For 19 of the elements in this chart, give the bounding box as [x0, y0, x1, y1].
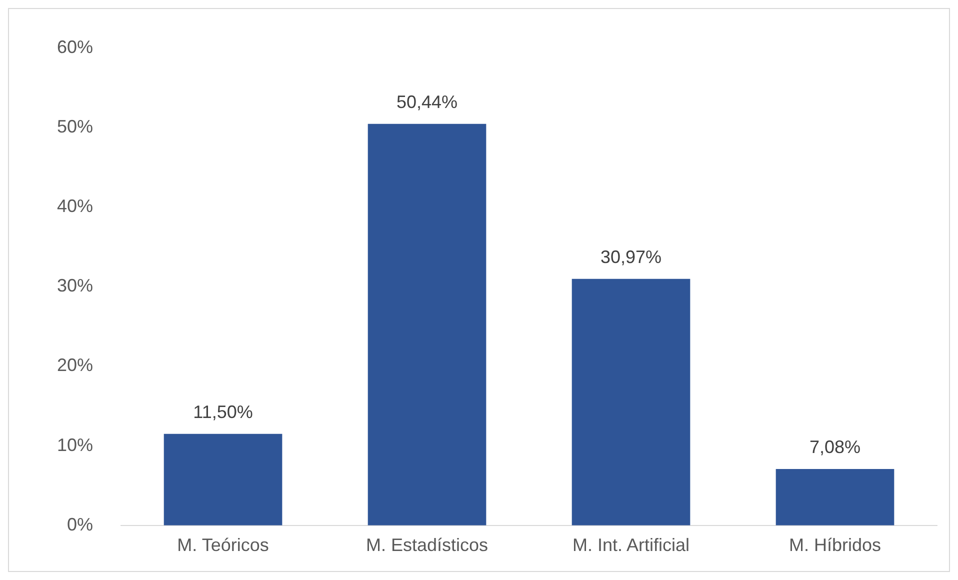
data-label: 11,50% [193, 402, 253, 422]
data-label: 7,08% [809, 437, 861, 458]
y-tick-label: 40% [56, 196, 94, 216]
y-tick-label: 0% [67, 514, 94, 534]
y-tick-label: 30% [56, 276, 94, 296]
y-tick-label: 10% [56, 434, 94, 455]
bar [164, 434, 282, 526]
bar [776, 469, 894, 526]
x-tick-label: M. Estadísticos [366, 535, 488, 556]
data-label: 30,97% [600, 246, 662, 267]
bar [572, 278, 690, 526]
x-tick-label: M. Híbridos [788, 535, 882, 556]
y-tick-label: 20% [56, 355, 94, 376]
y-tick-label: 50% [56, 116, 94, 136]
x-tick-label: M. Int. Artificial [572, 535, 690, 556]
data-label: 50,44% [396, 92, 458, 112]
x-tick-label: M. Teóricos [177, 535, 269, 556]
y-tick-label: 60% [56, 36, 94, 57]
bar [368, 124, 486, 526]
